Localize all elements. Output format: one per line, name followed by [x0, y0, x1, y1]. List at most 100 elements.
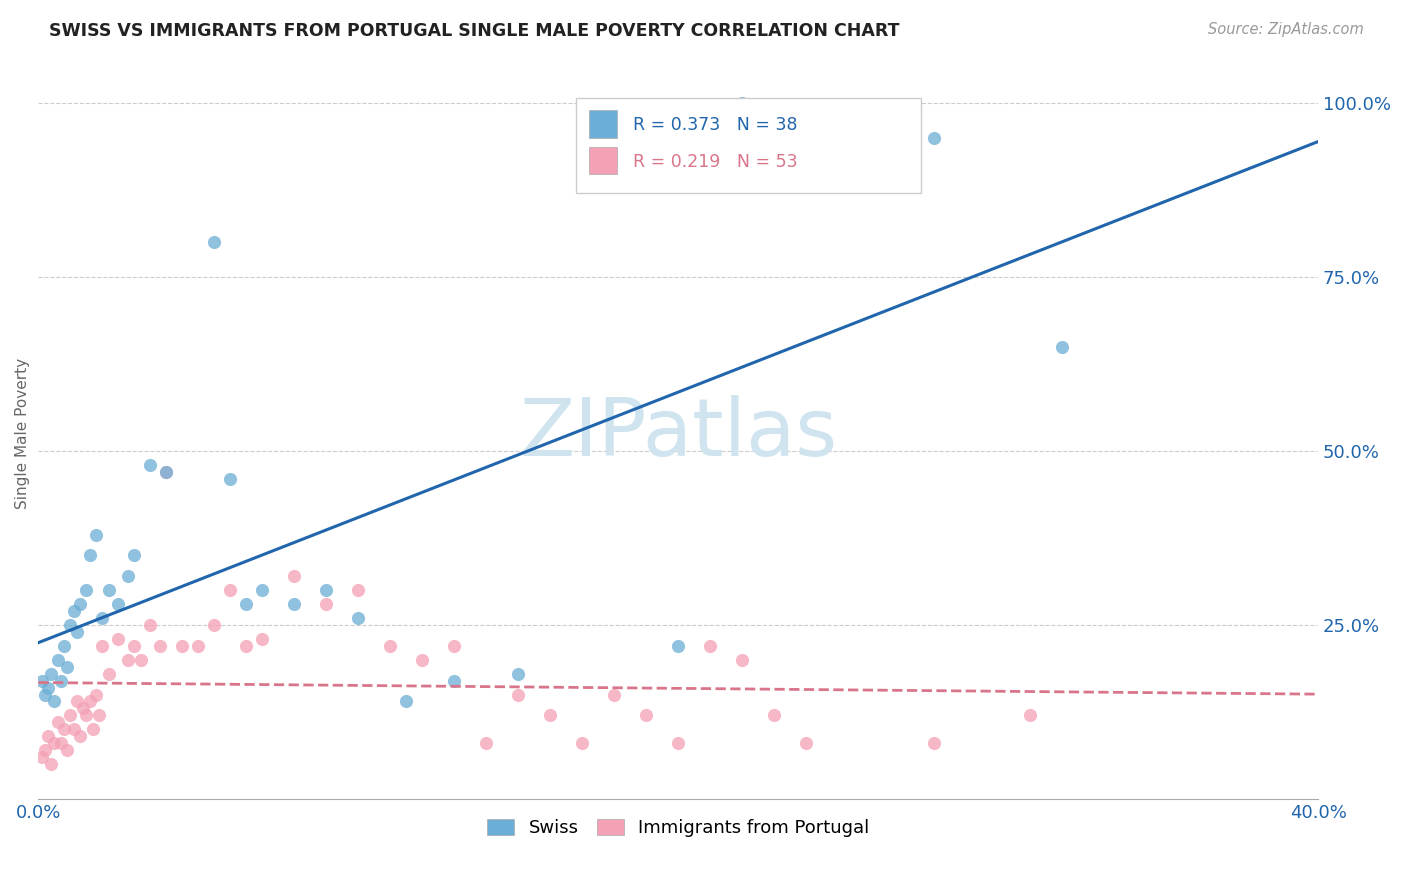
Point: [763, 708, 786, 723]
Point: [571, 736, 593, 750]
Point: [56, 659, 79, 673]
Point: [443, 639, 465, 653]
Point: [34, 688, 56, 702]
Point: [219, 472, 242, 486]
Point: [315, 597, 337, 611]
Point: [219, 583, 242, 598]
Point: [75, 708, 97, 723]
Text: Source: ZipAtlas.com: Source: ZipAtlas.com: [1208, 22, 1364, 37]
FancyBboxPatch shape: [589, 110, 617, 138]
Point: [666, 736, 689, 750]
Point: [84, 688, 107, 702]
Point: [922, 131, 945, 145]
Point: [1050, 340, 1073, 354]
Point: [72, 701, 94, 715]
Point: [155, 465, 177, 479]
Point: [731, 653, 754, 667]
Point: [69, 729, 91, 743]
Point: [52, 639, 75, 653]
Point: [37, 729, 59, 743]
Point: [149, 639, 172, 653]
Point: [107, 597, 129, 611]
Text: SWISS VS IMMIGRANTS FROM PORTUGAL SINGLE MALE POVERTY CORRELATION CHART: SWISS VS IMMIGRANTS FROM PORTUGAL SINGLE…: [49, 22, 900, 40]
Point: [52, 723, 75, 737]
Point: [666, 639, 689, 653]
Point: [84, 527, 107, 541]
Point: [187, 639, 209, 653]
Point: [202, 235, 225, 250]
Point: [39, 757, 62, 772]
Point: [395, 694, 418, 708]
Point: [82, 723, 104, 737]
Point: [202, 618, 225, 632]
Point: [97, 583, 120, 598]
Point: [75, 583, 97, 598]
Text: R = 0.219   N = 53: R = 0.219 N = 53: [634, 153, 799, 171]
FancyBboxPatch shape: [576, 98, 921, 193]
Point: [699, 639, 721, 653]
Point: [172, 639, 194, 653]
Point: [347, 583, 370, 598]
Point: [66, 694, 89, 708]
Point: [62, 604, 84, 618]
Point: [475, 736, 498, 750]
Point: [827, 110, 849, 124]
Point: [69, 597, 91, 611]
Point: [31, 673, 53, 688]
Point: [139, 618, 162, 632]
Point: [283, 569, 305, 583]
Point: [97, 666, 120, 681]
Point: [117, 569, 139, 583]
Y-axis label: Single Male Poverty: Single Male Poverty: [15, 358, 30, 509]
Point: [508, 688, 530, 702]
Point: [89, 708, 111, 723]
Point: [443, 673, 465, 688]
Point: [37, 681, 59, 695]
Point: [155, 465, 177, 479]
Legend: Swiss, Immigrants from Portugal: Swiss, Immigrants from Portugal: [479, 812, 876, 845]
Point: [49, 673, 72, 688]
Point: [283, 597, 305, 611]
Point: [34, 743, 56, 757]
Point: [603, 688, 626, 702]
Point: [46, 653, 69, 667]
Point: [44, 736, 66, 750]
Point: [315, 583, 337, 598]
Point: [380, 639, 402, 653]
Point: [31, 750, 53, 764]
Point: [139, 458, 162, 472]
Point: [107, 632, 129, 646]
Point: [252, 583, 274, 598]
Point: [922, 736, 945, 750]
Point: [508, 666, 530, 681]
Point: [731, 96, 754, 111]
Point: [1019, 708, 1042, 723]
FancyBboxPatch shape: [589, 146, 617, 175]
Point: [347, 611, 370, 625]
Point: [411, 653, 433, 667]
Point: [39, 666, 62, 681]
Point: [91, 611, 114, 625]
Text: R = 0.373   N = 38: R = 0.373 N = 38: [634, 117, 799, 135]
Point: [79, 694, 101, 708]
Text: ZIPatlas: ZIPatlas: [519, 394, 838, 473]
Point: [44, 694, 66, 708]
Point: [79, 549, 101, 563]
Point: [252, 632, 274, 646]
Point: [49, 736, 72, 750]
Point: [56, 743, 79, 757]
Point: [66, 624, 89, 639]
Point: [636, 708, 658, 723]
Point: [59, 618, 82, 632]
Point: [46, 715, 69, 730]
Point: [235, 597, 257, 611]
Point: [124, 639, 146, 653]
Point: [794, 736, 817, 750]
Point: [124, 549, 146, 563]
Point: [59, 708, 82, 723]
Point: [91, 639, 114, 653]
Point: [235, 639, 257, 653]
Point: [129, 653, 152, 667]
Point: [117, 653, 139, 667]
Point: [538, 708, 561, 723]
